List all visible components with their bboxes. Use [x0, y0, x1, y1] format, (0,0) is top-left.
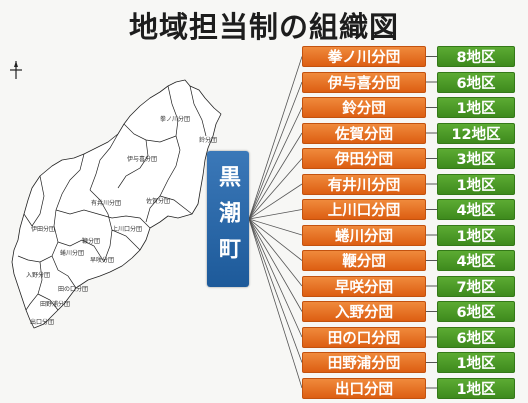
branch-box: 鞭分団	[302, 250, 426, 271]
town-name: 黒潮町	[215, 165, 241, 273]
branch-box: 伊与喜分団	[302, 71, 426, 93]
map-label: 入野分団	[26, 272, 51, 279]
map-label: 出口分団	[30, 319, 55, 326]
map-boundary	[23, 175, 45, 227]
branch-box: 早咲分団	[302, 275, 426, 297]
district-count-box: 12地区	[437, 122, 515, 144]
map-label: 伊田分団	[31, 226, 56, 233]
map-label: 早咲分団	[90, 257, 115, 264]
map-label: 有井川分団	[91, 200, 122, 207]
map-label: 鈴分団	[199, 137, 218, 144]
map-boundary	[167, 85, 181, 151]
map-boundary	[51, 255, 77, 289]
map-label: 田野浦分団	[40, 301, 71, 308]
district-count-box: 1地区	[437, 173, 515, 195]
north-compass-icon	[10, 61, 22, 79]
map-boundary	[145, 149, 181, 223]
map-label: 鞭分団	[82, 238, 101, 245]
map-boundary	[189, 85, 207, 137]
district-count-box: 4地区	[437, 250, 515, 271]
branch-box: 拳ノ川分団	[302, 46, 426, 67]
district-count-box: 7地区	[437, 275, 515, 297]
district-count-box: 8地区	[437, 46, 515, 67]
map-label: 上川口分団	[112, 226, 143, 233]
map-outline	[11, 79, 222, 329]
map-boundary	[117, 139, 149, 189]
branch-box: 伊田分団	[302, 148, 426, 169]
branch-box: 上川口分団	[302, 199, 426, 220]
map-label: 拳ノ川分団	[160, 116, 191, 123]
district-count-box: 1地区	[437, 352, 515, 373]
map-boundary	[55, 209, 151, 229]
map-boundary	[57, 239, 105, 263]
district-count-box: 6地区	[437, 71, 515, 93]
branch-box: 出口分団	[302, 377, 426, 399]
map-boundary	[55, 153, 85, 211]
map-label: 伊与喜分団	[127, 156, 158, 163]
branch-box: 有井川分団	[302, 173, 426, 195]
district-count-box: 6地区	[437, 326, 515, 348]
page-title: 地域担当制の組織図	[128, 10, 399, 44]
branch-box: 入野分団	[302, 301, 426, 322]
map-label: 佐賀分団	[146, 198, 171, 205]
map-label: 田の口分団	[58, 286, 89, 293]
branch-box: 田の口分団	[302, 326, 426, 348]
town-box: 黒潮町	[207, 151, 249, 287]
branch-box: 鈴分団	[302, 97, 426, 118]
map-boundary	[37, 293, 59, 311]
map-boundary	[89, 189, 113, 263]
district-count-box: 1地区	[437, 377, 515, 399]
map-boundary	[89, 133, 119, 191]
branch-box: 田野浦分団	[302, 352, 426, 373]
map-boundary	[159, 195, 193, 215]
district-count-box: 1地区	[437, 224, 515, 246]
branch-box: 佐賀分団	[302, 122, 426, 144]
map-boundary	[111, 229, 141, 251]
map-label: 蜷川分団	[60, 250, 85, 257]
branch-box: 蜷川分団	[302, 224, 426, 246]
district-count-box: 3地区	[437, 148, 515, 169]
district-count-box: 6地区	[437, 301, 515, 322]
district-count-box: 4地区	[437, 199, 515, 220]
district-count-box: 1地区	[437, 97, 515, 118]
